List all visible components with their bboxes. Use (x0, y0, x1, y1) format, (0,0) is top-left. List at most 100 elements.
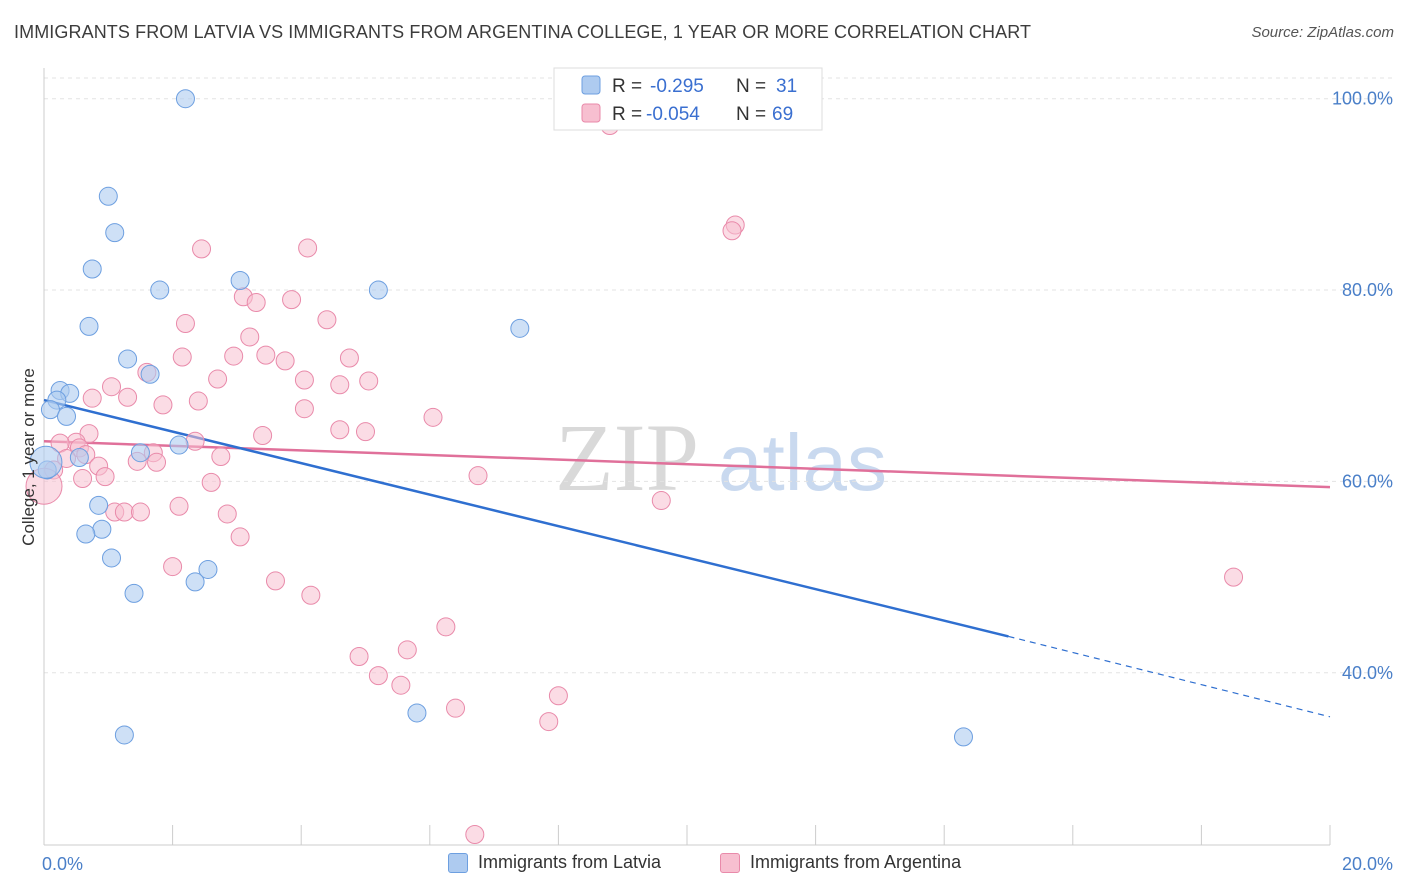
y-axis-title: College, 1 year or more (19, 368, 38, 546)
series-legend: Immigrants from Latvia Immigrants from A… (0, 852, 1406, 878)
argentina-point (153, 395, 173, 415)
watermark: ZIP atlas (555, 404, 887, 511)
latvia-points (29, 89, 973, 747)
latvia-point (185, 572, 205, 592)
watermark-zip: ZIP (555, 404, 699, 511)
argentina-point (130, 502, 150, 522)
argentina-point (722, 221, 742, 241)
latvia-point (92, 519, 112, 539)
latvia-point (29, 445, 63, 479)
latvia-trend-extension (1008, 635, 1331, 718)
argentina-point (423, 407, 443, 427)
x-tick-label-max: 20.0% (1342, 854, 1393, 874)
latvia-trend-line (43, 398, 1009, 638)
argentina-point (330, 375, 350, 395)
latvia-point (57, 406, 77, 426)
argentina-point (73, 469, 93, 489)
latvia-r-label: R = (612, 76, 642, 97)
argentina-point (246, 293, 266, 312)
latvia-point (230, 270, 250, 290)
argentina-point (147, 452, 167, 472)
y-tick-label-60: 60.0% (1342, 471, 1393, 491)
tick-labels: 40.0% 60.0% 80.0% 100.0% 0.0% 20.0% (42, 89, 1393, 874)
legend-item-latvia: Immigrants from Latvia (448, 852, 661, 873)
latvia-point (40, 400, 60, 420)
argentina-point (391, 675, 411, 695)
trend-lines (43, 398, 1331, 718)
latvia-legend-swatch (581, 75, 601, 95)
latvia-point (102, 548, 122, 568)
argentina-point (468, 466, 488, 486)
latvia-point (105, 223, 125, 243)
latvia-point (953, 727, 973, 747)
legend-label-latvia: Immigrants from Latvia (478, 852, 662, 872)
argentina-legend-swatch (581, 103, 601, 123)
latvia-point (407, 703, 427, 723)
gridlines (44, 77, 1392, 674)
argentina-point (539, 712, 559, 732)
argentina-point (95, 467, 115, 487)
argentina-point (651, 491, 671, 511)
argentina-point (359, 371, 379, 391)
latvia-point (368, 280, 388, 300)
latvia-point (69, 448, 89, 467)
stats-legend: R = -0.295 N = 31 R = -0.054 N = 69 (553, 67, 823, 131)
latvia-point (510, 318, 530, 338)
argentina-point (82, 388, 102, 408)
argentina-r-value: -0.054 (646, 104, 700, 125)
argentina-point (301, 585, 321, 605)
latvia-point (198, 559, 218, 579)
legend-label-argentina: Immigrants from Argentina (750, 852, 962, 872)
legend-swatch-latvia (448, 852, 468, 873)
argentina-point (230, 527, 250, 547)
argentina-point (548, 686, 568, 706)
latvia-point (130, 443, 150, 463)
latvia-n-label: N = (736, 76, 766, 97)
argentina-point (436, 617, 456, 637)
argentina-point (294, 399, 314, 419)
argentina-point (339, 348, 359, 368)
argentina-point (217, 504, 237, 524)
argentina-r-label: R = (612, 104, 642, 125)
argentina-point (275, 351, 295, 371)
argentina-point (175, 314, 195, 334)
legend-swatch-argentina (720, 852, 740, 873)
argentina-point (253, 425, 273, 445)
argentina-point (256, 345, 276, 365)
argentina-point (465, 824, 485, 844)
argentina-point (265, 571, 285, 591)
latvia-point (76, 524, 96, 544)
argentina-trend-line (43, 439, 1331, 489)
latvia-n-value: 31 (776, 76, 797, 97)
argentina-point (102, 377, 122, 397)
argentina-point (1224, 567, 1244, 587)
chart-title: IMMIGRANTS FROM LATVIA VS IMMIGRANTS FRO… (14, 22, 1032, 42)
argentina-point (282, 290, 302, 310)
argentina-point (317, 310, 337, 330)
argentina-point (294, 370, 314, 390)
argentina-point (368, 666, 388, 686)
argentina-point (349, 647, 369, 667)
latvia-point (169, 435, 189, 455)
legend-item-argentina: Immigrants from Argentina (720, 852, 961, 873)
argentina-point (356, 422, 375, 442)
argentina-point (298, 238, 318, 258)
latvia-point (89, 495, 109, 515)
argentina-point (240, 327, 260, 347)
argentina-point (224, 346, 244, 366)
y-tick-label-80: 80.0% (1342, 280, 1393, 300)
argentina-point (397, 640, 417, 660)
argentina-point (172, 347, 192, 367)
argentina-point (163, 557, 183, 577)
latvia-point (82, 259, 102, 279)
argentina-point (201, 472, 221, 492)
argentina-point (211, 447, 231, 467)
latvia-point (118, 349, 138, 369)
argentina-point (185, 431, 205, 451)
latvia-r-value: -0.295 (650, 76, 704, 97)
latvia-point (98, 186, 118, 206)
argentina-point (114, 502, 134, 522)
argentina-point (330, 420, 350, 440)
watermark-atlas: atlas (718, 418, 887, 507)
